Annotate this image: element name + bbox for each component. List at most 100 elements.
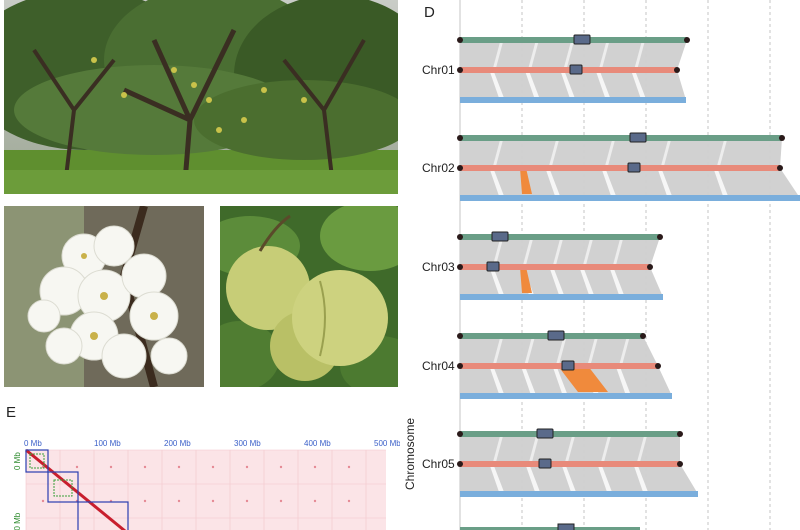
y-axis-label: Chromosome bbox=[403, 418, 417, 490]
synteny-gap bbox=[525, 72, 540, 98]
centromere-marker bbox=[573, 34, 591, 45]
synteny-gap bbox=[634, 42, 645, 68]
inversion-block bbox=[558, 366, 608, 392]
synteny-gap bbox=[528, 42, 539, 68]
chromosome-bar-middle bbox=[460, 165, 780, 171]
hic-x-tick-label: 100 Mb bbox=[94, 439, 121, 448]
hic-contact-dot bbox=[313, 465, 317, 469]
synteny-ribbon-top bbox=[460, 138, 782, 168]
chromosome-end-dot bbox=[457, 165, 463, 171]
chromosome-label: Chr03 bbox=[422, 260, 455, 274]
inversion-block bbox=[520, 168, 532, 194]
chromosome-end-dot bbox=[457, 333, 463, 339]
chromosome-bar-top bbox=[460, 431, 680, 437]
chromosome-bar-middle bbox=[460, 363, 658, 369]
chromosome-end-dot bbox=[457, 135, 463, 141]
chromosome-end-dot bbox=[684, 37, 690, 43]
panel-label-e: E bbox=[6, 404, 17, 421]
synteny-ribbon-top bbox=[460, 40, 687, 70]
synteny-gap bbox=[493, 338, 503, 364]
hic-contact-dot bbox=[279, 465, 283, 469]
centromere-marker bbox=[569, 64, 583, 75]
chromosome-end-dot bbox=[655, 363, 661, 369]
chromosome-end-dot bbox=[457, 363, 463, 369]
centromere-marker bbox=[538, 458, 552, 469]
chromosome-bar-top bbox=[460, 234, 660, 240]
synteny-gap bbox=[634, 466, 648, 492]
synteny-gap bbox=[596, 72, 611, 98]
synteny-gap bbox=[490, 269, 504, 295]
chromosome-label: Chr05 bbox=[422, 457, 455, 471]
synteny-gap bbox=[556, 338, 567, 364]
synteny-gap bbox=[610, 269, 624, 295]
hic-x-tick-label: 200 Mb bbox=[164, 439, 191, 448]
hic-contact-dot bbox=[211, 465, 215, 469]
synteny-gap bbox=[580, 269, 594, 295]
synteny-gap bbox=[490, 368, 504, 394]
hic-subbox bbox=[53, 479, 73, 497]
synteny-gap bbox=[613, 239, 623, 265]
hic-chromosome-box bbox=[77, 501, 129, 530]
synteny-gap bbox=[631, 72, 646, 98]
synteny-ribbon-top bbox=[460, 237, 660, 267]
synteny-ribbon-top bbox=[460, 336, 658, 366]
hic-contact-dot bbox=[41, 499, 45, 503]
hic-contact-dot bbox=[245, 465, 249, 469]
synteny-gap bbox=[553, 239, 563, 265]
hic-contact-dot bbox=[245, 499, 249, 503]
synteny-ribbon-bottom bbox=[460, 168, 800, 198]
plum-blossom-photo bbox=[4, 206, 204, 387]
hic-contact-dot bbox=[347, 499, 351, 503]
inversion-block bbox=[520, 267, 532, 293]
chromosome-end-dot bbox=[457, 264, 463, 270]
synteny-gap bbox=[601, 436, 611, 462]
synteny-gap bbox=[562, 466, 576, 492]
hic-contact-dot bbox=[109, 465, 113, 469]
chromosome-label: Chr02 bbox=[422, 161, 455, 175]
centromere-marker bbox=[627, 162, 641, 173]
hic-contact-dot bbox=[313, 499, 317, 503]
centromere-marker bbox=[486, 261, 500, 272]
synteny-gap bbox=[583, 239, 593, 265]
synteny-gap bbox=[549, 140, 559, 166]
chromosome-end-dot bbox=[457, 37, 463, 43]
synteny-gap bbox=[490, 466, 504, 492]
synteny-ribbon-bottom bbox=[460, 70, 686, 100]
chromosome-end-dot bbox=[674, 67, 680, 73]
panel-label-d: D bbox=[424, 4, 435, 21]
chromosome-end-dot bbox=[640, 333, 646, 339]
chromosome-end-dot bbox=[457, 431, 463, 437]
synteny-gap bbox=[521, 368, 536, 394]
synteny-gap bbox=[637, 436, 647, 462]
centromere-marker bbox=[536, 428, 554, 439]
hic-contact-dot bbox=[211, 499, 215, 503]
hic-contact-dot bbox=[143, 499, 147, 503]
chromosome-label: Chr01 bbox=[422, 63, 455, 77]
synteny-gap bbox=[490, 72, 504, 98]
centromere-marker bbox=[547, 330, 565, 341]
synteny-gap bbox=[599, 42, 610, 68]
chromosome-end-dot bbox=[457, 461, 463, 467]
synteny-gap bbox=[717, 140, 727, 166]
synteny-gap bbox=[490, 170, 504, 196]
synteny-chart: Chr01 Chr02 Chr03 Chr04 Chr05 Chromosome bbox=[403, 0, 800, 530]
hic-chromosome-box bbox=[25, 449, 49, 473]
hic-contact-dot bbox=[177, 465, 181, 469]
synteny-gap bbox=[493, 436, 503, 462]
hic-x-tick-label: 0 Mb bbox=[24, 439, 42, 448]
synteny-gap bbox=[493, 239, 503, 265]
synteny-gap bbox=[493, 42, 503, 68]
synteny-gap bbox=[493, 140, 503, 166]
synteny-gap bbox=[565, 436, 575, 462]
synteny-gap bbox=[605, 140, 615, 166]
plum-tree-photo bbox=[4, 0, 398, 194]
chromosome-bar-bottom bbox=[460, 97, 686, 103]
synteny-gap bbox=[602, 170, 616, 196]
synteny-gap bbox=[563, 42, 574, 68]
hic-x-tick-label: 500 Mb bbox=[374, 439, 400, 448]
synteny-gap bbox=[524, 338, 535, 364]
synteny-gap bbox=[598, 466, 612, 492]
chromosome-end-dot bbox=[657, 234, 663, 240]
chromosome-end-dot bbox=[457, 234, 463, 240]
chromosome-end-dot bbox=[677, 461, 683, 467]
